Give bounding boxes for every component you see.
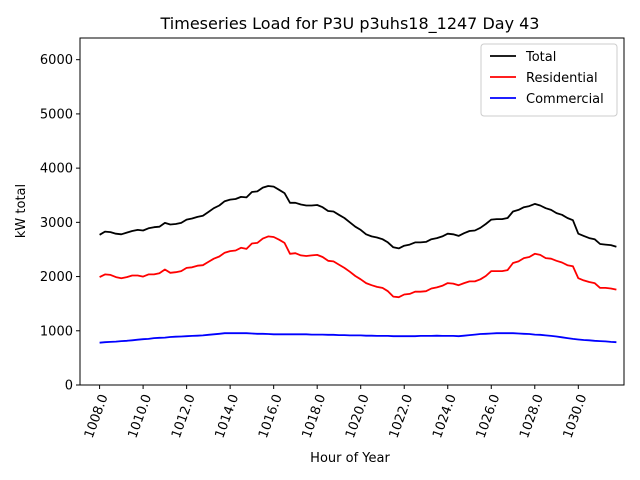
legend-label-commercial: Commercial [526,92,604,107]
y-tick-label: 1000 [40,324,73,339]
legend-label-total: Total [525,50,556,65]
y-axis: 0 1000 2000 3000 4000 5000 6000 [40,53,80,394]
series-line-residential [99,235,617,299]
legend-label-residential: Residential [526,71,598,86]
y-tick-label: 0 [65,379,73,394]
y-tick-label: 5000 [40,107,73,122]
x-axis-title: Hour of Year [310,451,390,466]
y-tick-label: 3000 [40,216,73,231]
series-line-total [99,185,617,250]
legend: Total Residential Commercial [480,43,618,117]
series-layer [99,185,617,344]
y-axis-title: kW total [14,184,29,238]
y-tick-label: 4000 [40,162,73,177]
chart-title: Timeseries Load for P3U p3uhs18_1247 Day… [160,14,540,34]
y-tick-label: 6000 [40,53,73,68]
axes-frame [79,37,625,386]
series-line-commercial [99,332,617,344]
axes-spines [79,37,625,386]
y-tick-label: 2000 [40,270,73,285]
